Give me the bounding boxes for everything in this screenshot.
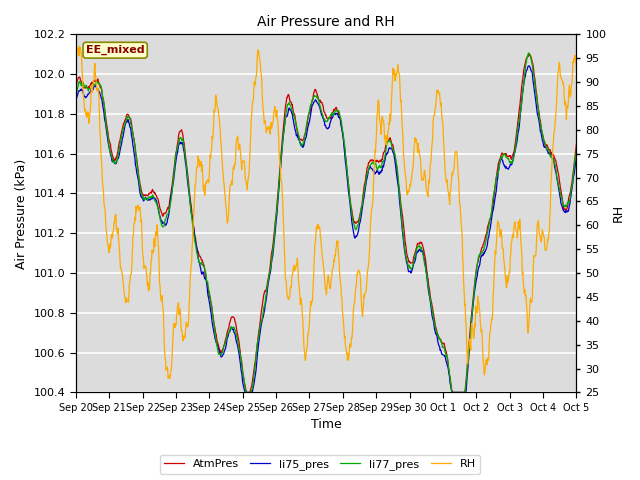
RH [76, 43, 83, 49]
li77_pres [463, 375, 470, 381]
RH [573, 63, 580, 69]
li75_pres [573, 153, 580, 159]
AtmPres [525, 51, 533, 57]
li77_pres [72, 93, 80, 99]
AtmPres [293, 126, 301, 132]
li77_pres [275, 183, 283, 189]
AtmPres [72, 86, 80, 92]
AtmPres [463, 372, 470, 377]
li77_pres [525, 50, 532, 56]
RH [472, 306, 480, 312]
Title: Air Pressure and RH: Air Pressure and RH [257, 15, 395, 29]
li75_pres [293, 132, 301, 137]
li75_pres [472, 281, 479, 287]
Line: li75_pres: li75_pres [76, 66, 577, 393]
AtmPres [243, 390, 251, 396]
Line: li77_pres: li77_pres [76, 53, 577, 393]
li77_pres [573, 147, 580, 153]
li75_pres [275, 189, 283, 194]
RH [72, 58, 80, 63]
li77_pres [472, 273, 479, 279]
li77_pres [123, 116, 131, 121]
Legend: AtmPres, li75_pres, li77_pres, RH: AtmPres, li75_pres, li77_pres, RH [160, 455, 480, 474]
li75_pres [241, 390, 249, 396]
AtmPres [472, 272, 479, 278]
Line: AtmPres: AtmPres [76, 54, 577, 393]
X-axis label: Time: Time [311, 419, 342, 432]
AtmPres [275, 180, 283, 186]
li75_pres [72, 97, 80, 103]
li77_pres [416, 245, 424, 251]
Y-axis label: Air Pressure (kPa): Air Pressure (kPa) [15, 158, 28, 268]
li75_pres [463, 381, 470, 386]
Y-axis label: RH: RH [612, 204, 625, 222]
RH [417, 158, 424, 164]
RH [164, 375, 172, 381]
li75_pres [525, 63, 533, 69]
AtmPres [416, 239, 424, 245]
li75_pres [123, 119, 131, 124]
AtmPres [123, 111, 131, 117]
RH [463, 353, 471, 359]
Text: EE_mixed: EE_mixed [86, 45, 145, 55]
RH [275, 154, 283, 159]
Line: RH: RH [76, 46, 577, 378]
RH [124, 298, 131, 303]
li77_pres [293, 125, 301, 131]
AtmPres [573, 141, 580, 147]
li75_pres [416, 247, 424, 253]
li77_pres [243, 390, 250, 396]
RH [294, 255, 301, 261]
